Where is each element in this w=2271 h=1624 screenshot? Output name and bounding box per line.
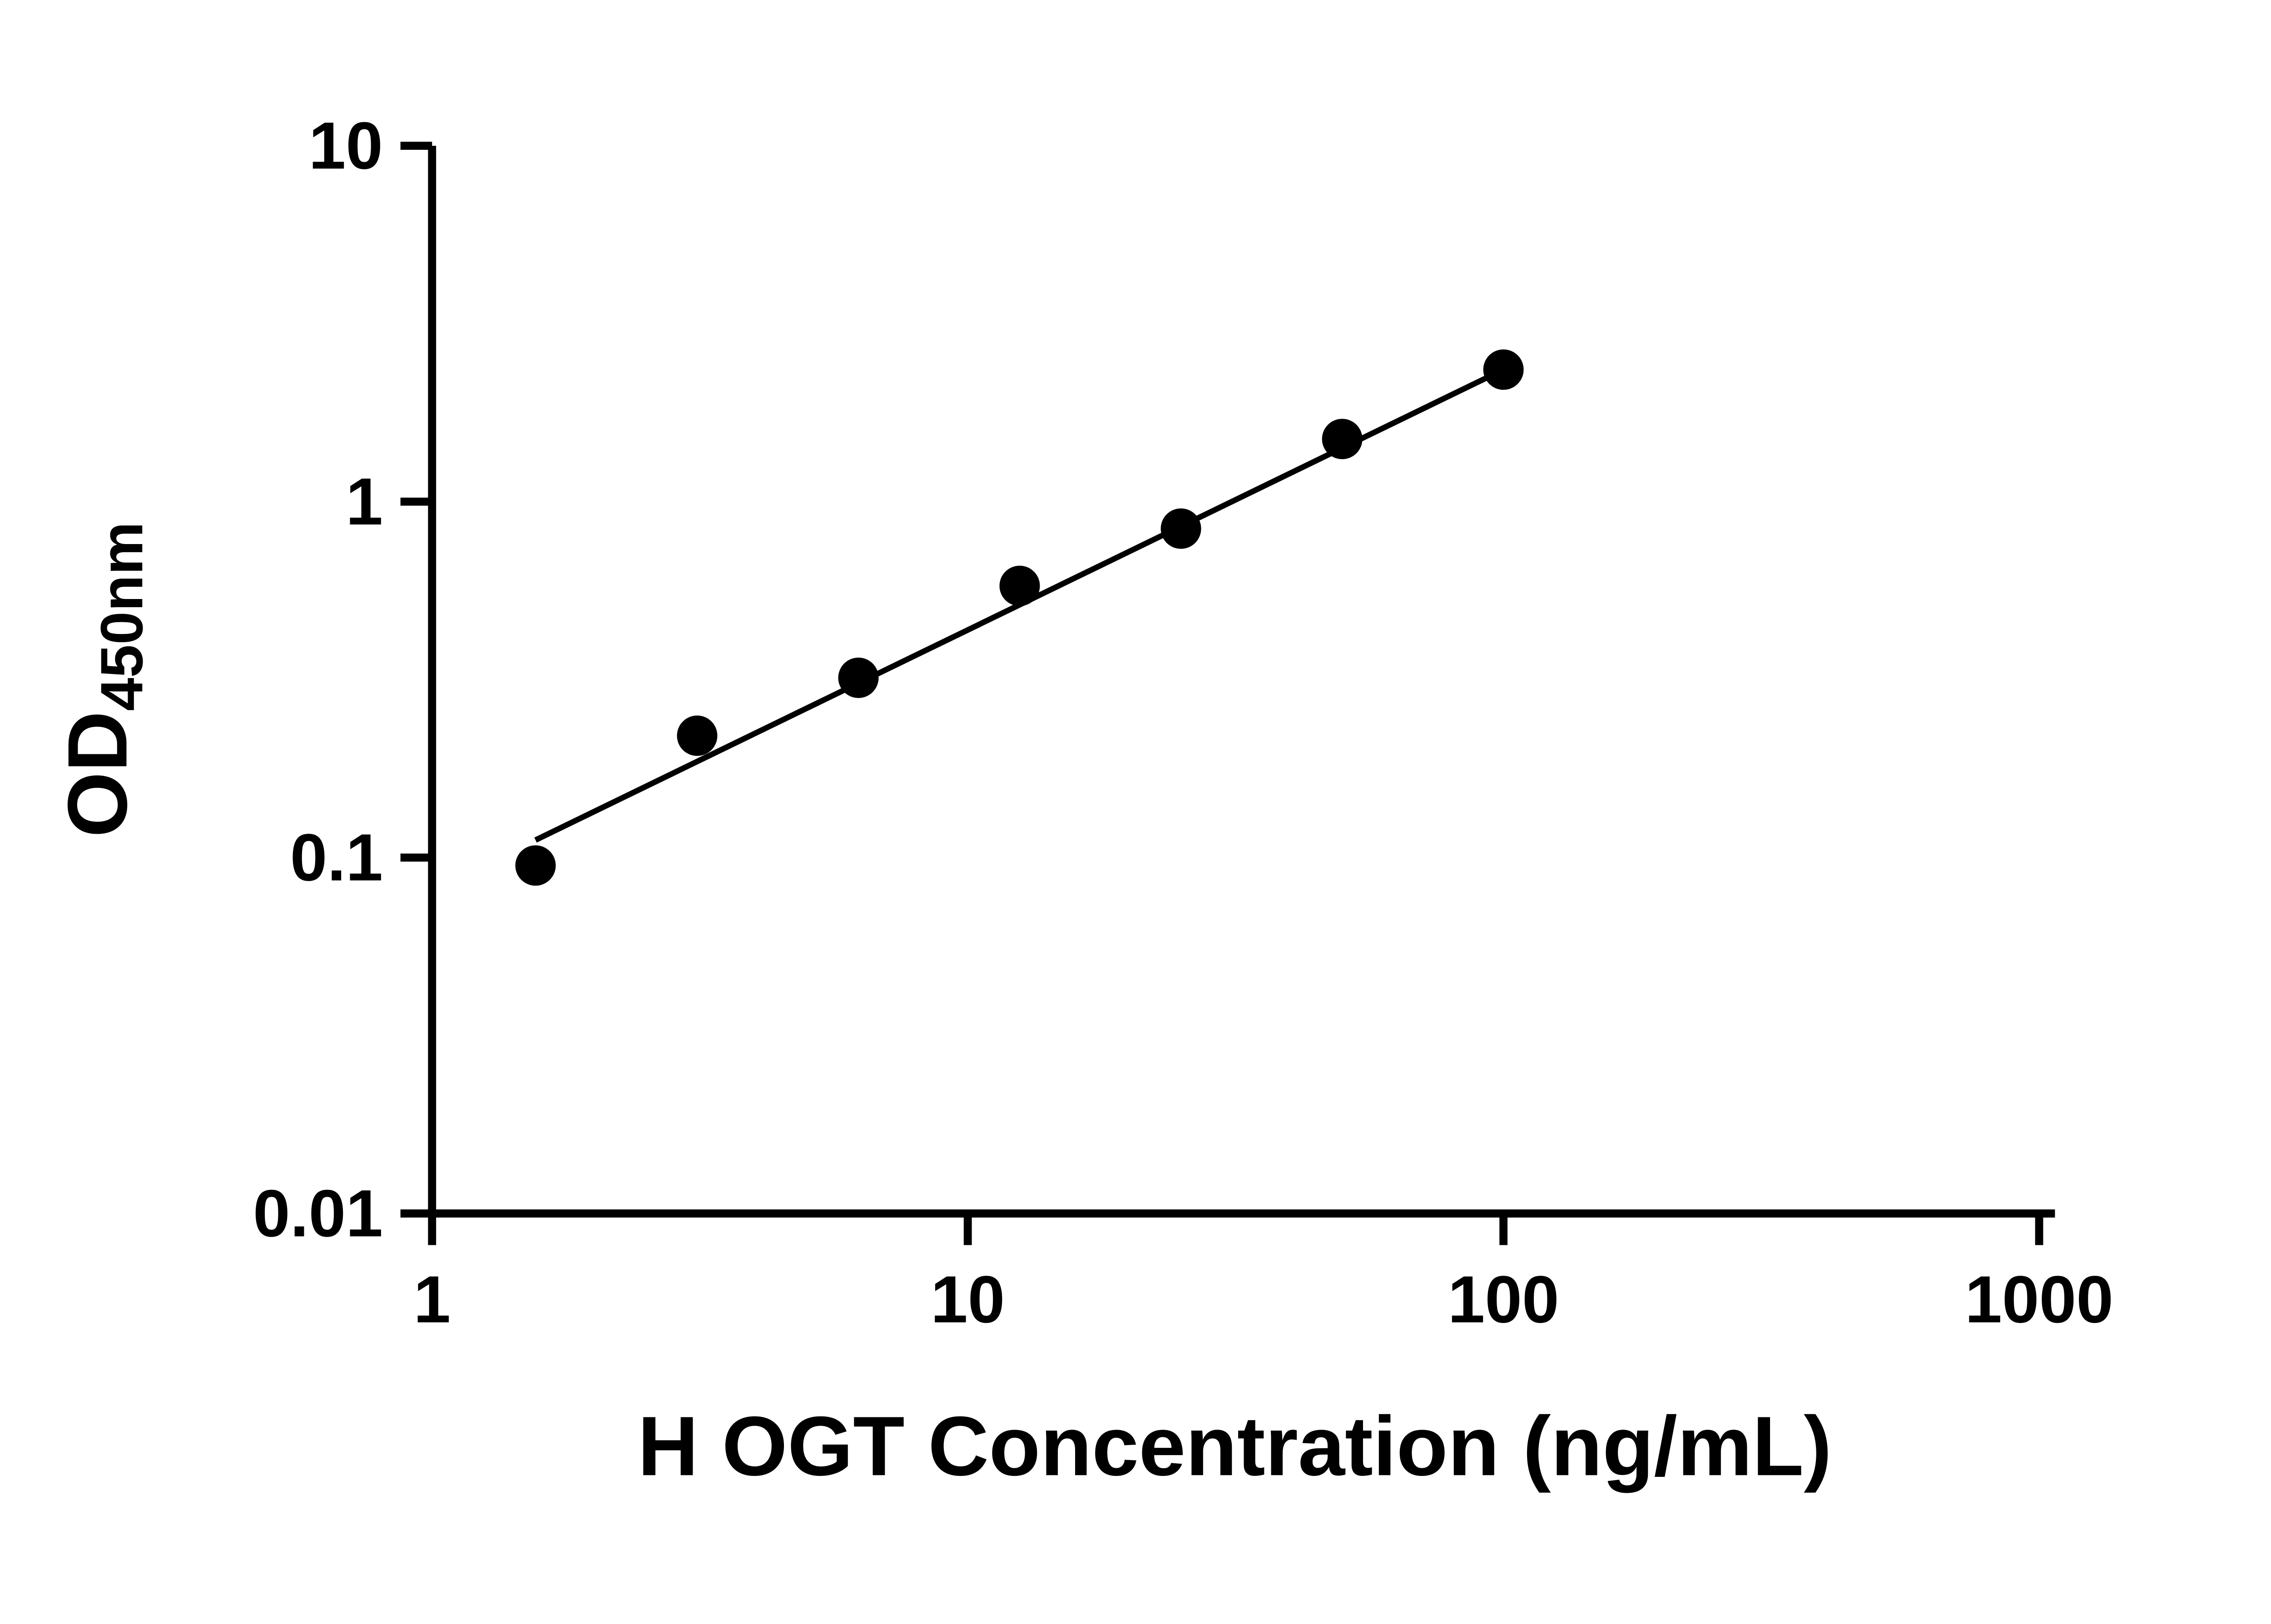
standard-curve-chart: 1 10 100 1000 0.01 0.1 1 10 H OGT Concentration… [50,109,2113,1494]
y-axis-title-main: OD [50,711,144,837]
data-point [1483,349,1524,390]
x-tick-label: 100 [1448,1263,1559,1337]
x-tick-label: 10 [931,1263,1005,1337]
data-point [1160,508,1201,549]
data-point [838,658,879,698]
x-axis-title: H OGT Concentration (ng/mL) [638,1399,1832,1493]
y-tick-label: 0.1 [290,821,383,895]
data-point [1322,419,1363,460]
plot-area: 1 10 100 1000 0.01 0.1 1 10 [253,109,2113,1337]
y-tick-label: 1 [346,465,383,539]
x-tick-label: 1000 [1965,1263,2113,1337]
y-axis-title-subscript: 450nm [88,522,155,711]
data-point [999,565,1040,606]
axes-spine [428,145,2055,1218]
x-tick-label: 1 [413,1263,451,1337]
y-tick-label: 0.01 [253,1176,383,1251]
y-axis-title: OD450nm [50,522,155,837]
y-tick-label: 10 [309,109,383,183]
elisa-standard-curve-figure: 1 10 100 1000 0.01 0.1 1 10 H OGT Concentration… [50,109,2113,1494]
data-point [515,845,556,886]
data-point [677,715,718,756]
